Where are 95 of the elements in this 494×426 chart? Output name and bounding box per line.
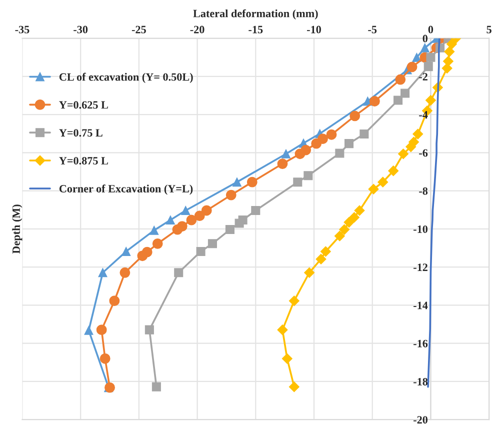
x-tick-label: 0 <box>428 26 434 34</box>
x-tick-label: -30 <box>74 26 88 34</box>
point <box>368 184 379 194</box>
point <box>150 226 159 235</box>
point <box>335 148 344 158</box>
point <box>152 238 163 249</box>
point <box>152 382 161 392</box>
y-tick-label: -2 <box>419 72 428 80</box>
x-tick-label: -25 <box>132 26 146 34</box>
point <box>277 324 288 336</box>
legend-label: Y=0.625 L <box>59 101 108 109</box>
point <box>316 254 326 264</box>
y-tick-label: -14 <box>414 302 428 310</box>
point <box>174 268 184 278</box>
point <box>334 230 345 242</box>
point <box>406 142 416 152</box>
point <box>137 250 148 262</box>
y-tick-label: -8 <box>419 187 428 195</box>
point <box>109 296 120 306</box>
point <box>282 353 292 364</box>
y-tick-label: 0 <box>422 34 428 42</box>
point <box>304 267 315 278</box>
point <box>234 218 244 228</box>
point <box>208 239 217 248</box>
point <box>311 138 322 149</box>
point <box>100 353 110 364</box>
point <box>388 166 399 176</box>
x-tick-label: -35 <box>15 26 30 34</box>
point <box>326 129 337 140</box>
y-tick-label: -6 <box>419 149 428 157</box>
x-tick-label: -15 <box>248 26 263 34</box>
point <box>446 38 457 50</box>
point <box>246 176 258 188</box>
point <box>232 178 242 187</box>
point <box>425 95 436 106</box>
point <box>277 158 288 169</box>
point <box>344 217 354 228</box>
point <box>293 178 302 187</box>
y-tick-label: -20 <box>414 416 428 424</box>
point <box>442 63 452 74</box>
x-tick-label: -10 <box>307 26 321 34</box>
legend-label: Y=0.75 L <box>59 129 102 137</box>
y-tick-label: -12 <box>414 264 428 271</box>
point <box>406 62 418 72</box>
point <box>84 326 94 335</box>
point <box>288 382 300 392</box>
point <box>394 96 403 105</box>
point <box>424 62 433 72</box>
point <box>144 325 154 334</box>
point <box>181 206 190 215</box>
point <box>304 171 313 180</box>
point <box>378 176 388 188</box>
point <box>320 246 331 257</box>
point <box>122 246 131 256</box>
point <box>196 246 206 256</box>
y-tick-label: -18 <box>414 378 428 386</box>
y-axis-title: Depth (M) <box>12 204 22 254</box>
point <box>354 205 365 216</box>
y-tick-label: -10 <box>414 225 428 233</box>
x-axis-title: Lateral deformation (mm) <box>193 9 318 20</box>
x-tick-label: -20 <box>190 26 204 34</box>
point <box>251 206 260 215</box>
point <box>395 74 406 85</box>
point <box>172 224 183 235</box>
point <box>194 210 205 222</box>
point <box>201 205 212 216</box>
point <box>344 139 354 148</box>
point <box>350 110 360 122</box>
point <box>281 149 291 158</box>
point <box>369 96 380 106</box>
point <box>226 190 236 200</box>
point <box>360 130 369 139</box>
point <box>120 267 130 278</box>
point <box>288 296 300 306</box>
point <box>426 52 436 62</box>
x-tick-label: 5 <box>486 26 492 34</box>
point <box>98 268 108 278</box>
point <box>225 225 234 234</box>
legend-label: Corner of Excavation (Y=L) <box>59 184 193 195</box>
point <box>186 214 197 226</box>
point <box>400 88 410 98</box>
point <box>294 148 306 160</box>
point <box>398 148 409 160</box>
point <box>96 324 107 336</box>
x-tick-label: -5 <box>368 26 377 34</box>
legend-label: CL of excavation (Y= 0.50L) <box>59 72 193 83</box>
y-tick-label: -16 <box>414 340 428 348</box>
point <box>420 43 430 52</box>
point <box>166 216 175 225</box>
point <box>339 224 350 235</box>
point <box>444 46 455 57</box>
point <box>349 212 360 223</box>
point <box>412 128 424 140</box>
legend-label: Y=0.875 L <box>59 157 108 165</box>
point <box>412 52 422 62</box>
